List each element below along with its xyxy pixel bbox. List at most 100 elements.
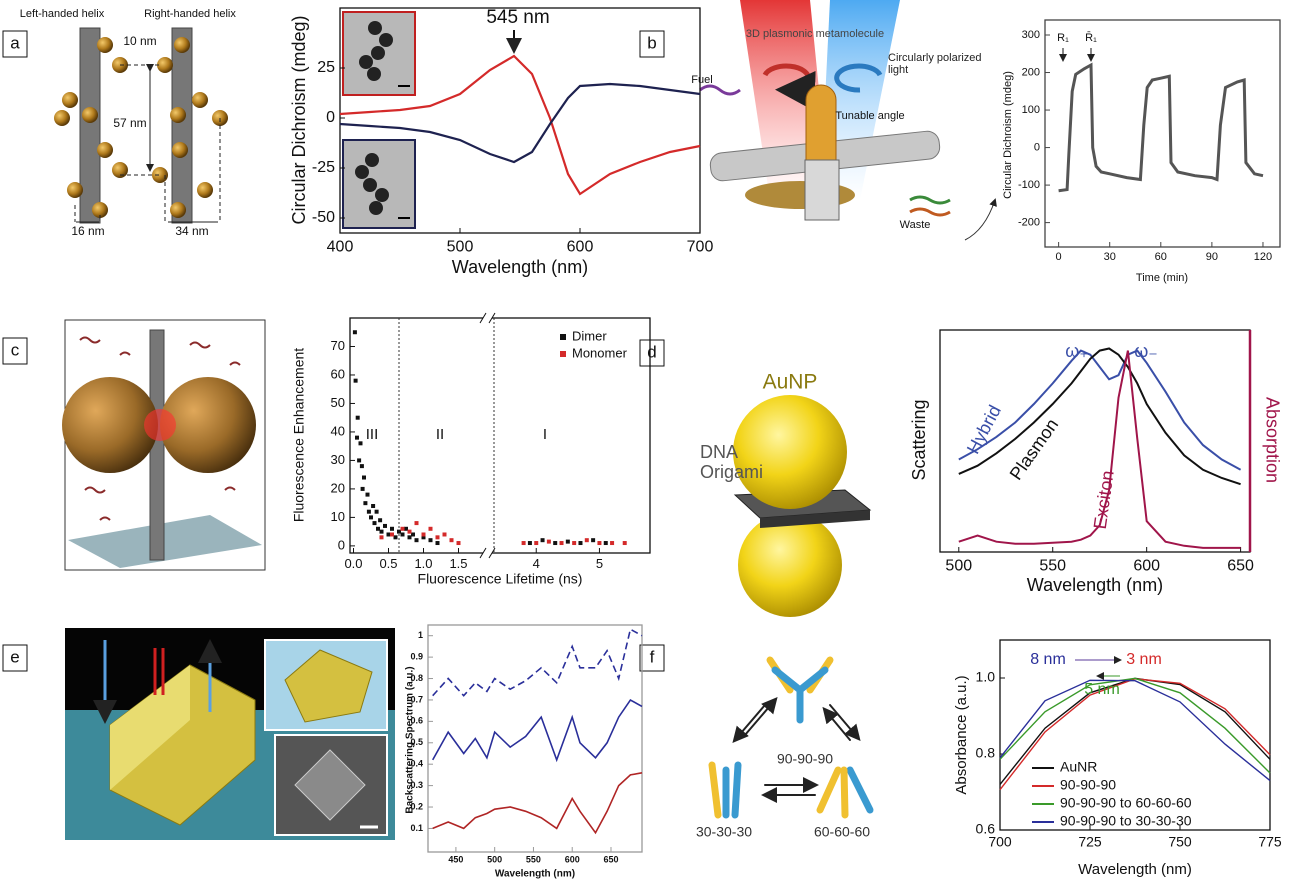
panel-label: d xyxy=(647,342,656,361)
sphere-dimer-illustration xyxy=(733,395,872,617)
x-tick-label: 550 xyxy=(526,854,541,864)
y-tick-label: 0.3 xyxy=(410,780,423,790)
x-tick-label: 550 xyxy=(1039,558,1066,575)
scatter-point xyxy=(407,535,412,540)
panel-label-box xyxy=(2,337,28,365)
illustration-text: 30-30-30 xyxy=(696,824,752,840)
region-label: II xyxy=(436,426,444,443)
panel-label-box xyxy=(2,644,28,672)
y-tick-label: 0.6 xyxy=(976,821,996,837)
scatter-point xyxy=(357,458,362,463)
illustration-text: Right-handed helix xyxy=(144,8,236,20)
series-line xyxy=(1058,62,1264,193)
scatter-point xyxy=(390,532,394,537)
x-tick-label: 600 xyxy=(565,854,580,864)
scatter-point xyxy=(353,378,358,383)
y-tick-label: 0.7 xyxy=(410,694,423,704)
scatter-point xyxy=(393,535,398,540)
annotation: 5 nm xyxy=(1084,681,1120,698)
scatter-point xyxy=(372,521,377,526)
series-line xyxy=(999,677,1271,774)
y2-axis-label: Absorption xyxy=(1262,397,1282,483)
y-tick-label: 70 xyxy=(331,338,345,353)
y-tick-label: 30 xyxy=(331,452,345,467)
series-line xyxy=(958,350,1241,549)
panel-label-box xyxy=(639,644,665,672)
y-axis-label: Backscattering Spectrum (a.u.) xyxy=(405,666,416,813)
legend-marker xyxy=(560,334,566,340)
scatter-point xyxy=(376,526,380,531)
plot-frame xyxy=(999,639,1271,831)
y-axis-label: Circular Dichroism (mdeg) xyxy=(1002,71,1014,199)
series-line xyxy=(432,772,643,835)
tripod-illustration xyxy=(708,656,874,819)
scatter-point xyxy=(578,541,583,546)
legend-label: AuNR xyxy=(1060,759,1097,775)
annotation: R₁ xyxy=(1057,32,1069,44)
y-tick-label: 0.9 xyxy=(410,651,423,661)
scatter-point xyxy=(383,523,387,528)
scatter-point xyxy=(540,538,545,543)
x-tick-label: 775 xyxy=(1258,833,1282,849)
scatter-point xyxy=(428,526,433,531)
y-tick-label: 1.0 xyxy=(976,669,996,685)
scatter-point xyxy=(428,538,433,543)
y-tick-label: 10 xyxy=(331,509,345,524)
scatter-point xyxy=(603,541,608,546)
axis-break xyxy=(479,312,496,324)
panel-label-box xyxy=(639,339,665,367)
scatter-point xyxy=(400,532,405,537)
panel-label: a xyxy=(10,33,20,52)
x-axis-label: Wavelength (nm) xyxy=(495,869,575,880)
y-tick-label: 0 xyxy=(1034,141,1040,153)
legend-label: 90-90-90 to 60-60-60 xyxy=(1060,795,1192,811)
scatter-point xyxy=(442,532,447,537)
y-tick-label: 1 xyxy=(418,630,423,640)
x-tick-label: 30 xyxy=(1104,251,1116,263)
scatter-point xyxy=(407,529,412,534)
x-tick-label: 4 xyxy=(533,556,540,571)
metamolecule-illustration xyxy=(699,0,997,241)
scatter-point xyxy=(411,532,415,537)
curve-label: Plasmon xyxy=(1006,415,1063,484)
y-axis-label: Fluorescence Enhancement xyxy=(291,348,307,522)
helix-illustration xyxy=(54,27,228,224)
curve-label: Exciton xyxy=(1090,469,1118,530)
scatter-point xyxy=(358,441,363,446)
y-axis-label: Absorbance (a.u.) xyxy=(953,675,970,794)
y-tick-label: -25 xyxy=(312,159,335,176)
scatter-point xyxy=(379,535,384,540)
x-tick-label: 600 xyxy=(567,239,594,256)
region-label: III xyxy=(366,426,379,443)
y-tick-label: -100 xyxy=(1018,179,1040,191)
curve-label: Hybrid xyxy=(963,402,1005,457)
scatter-point xyxy=(374,509,379,514)
scatter-point xyxy=(360,486,365,491)
x-tick-label: 450 xyxy=(448,854,463,864)
annotation: ω₋ xyxy=(1134,341,1158,361)
series-line xyxy=(958,349,1242,471)
x-axis-label: Time (min) xyxy=(1136,272,1188,284)
legend-label: Monomer xyxy=(572,345,628,360)
illustration-text: 34 nm xyxy=(175,224,208,238)
scatter-point xyxy=(366,509,371,514)
annotation: ω₊ xyxy=(1065,341,1089,361)
illustration-text: Waste xyxy=(900,219,931,231)
x-tick-label: 0.0 xyxy=(344,556,362,571)
scatter-point xyxy=(572,541,577,546)
x-tick-label: 500 xyxy=(945,558,972,575)
x-axis-label: Wavelength (nm) xyxy=(1027,575,1163,595)
y-tick-label: 100 xyxy=(1022,104,1040,116)
scatter-point xyxy=(610,541,615,546)
x-tick-label: 750 xyxy=(1168,833,1192,849)
series-line xyxy=(339,54,701,196)
y-tick-label: 0.8 xyxy=(976,745,996,761)
x-tick-label: 500 xyxy=(487,854,502,864)
legend-label: 90-90-90 xyxy=(1060,777,1116,793)
y-tick-label: 300 xyxy=(1022,29,1040,41)
panel-label: e xyxy=(10,647,19,666)
x-tick-label: 60 xyxy=(1155,251,1167,263)
panel-label: f xyxy=(650,647,655,666)
